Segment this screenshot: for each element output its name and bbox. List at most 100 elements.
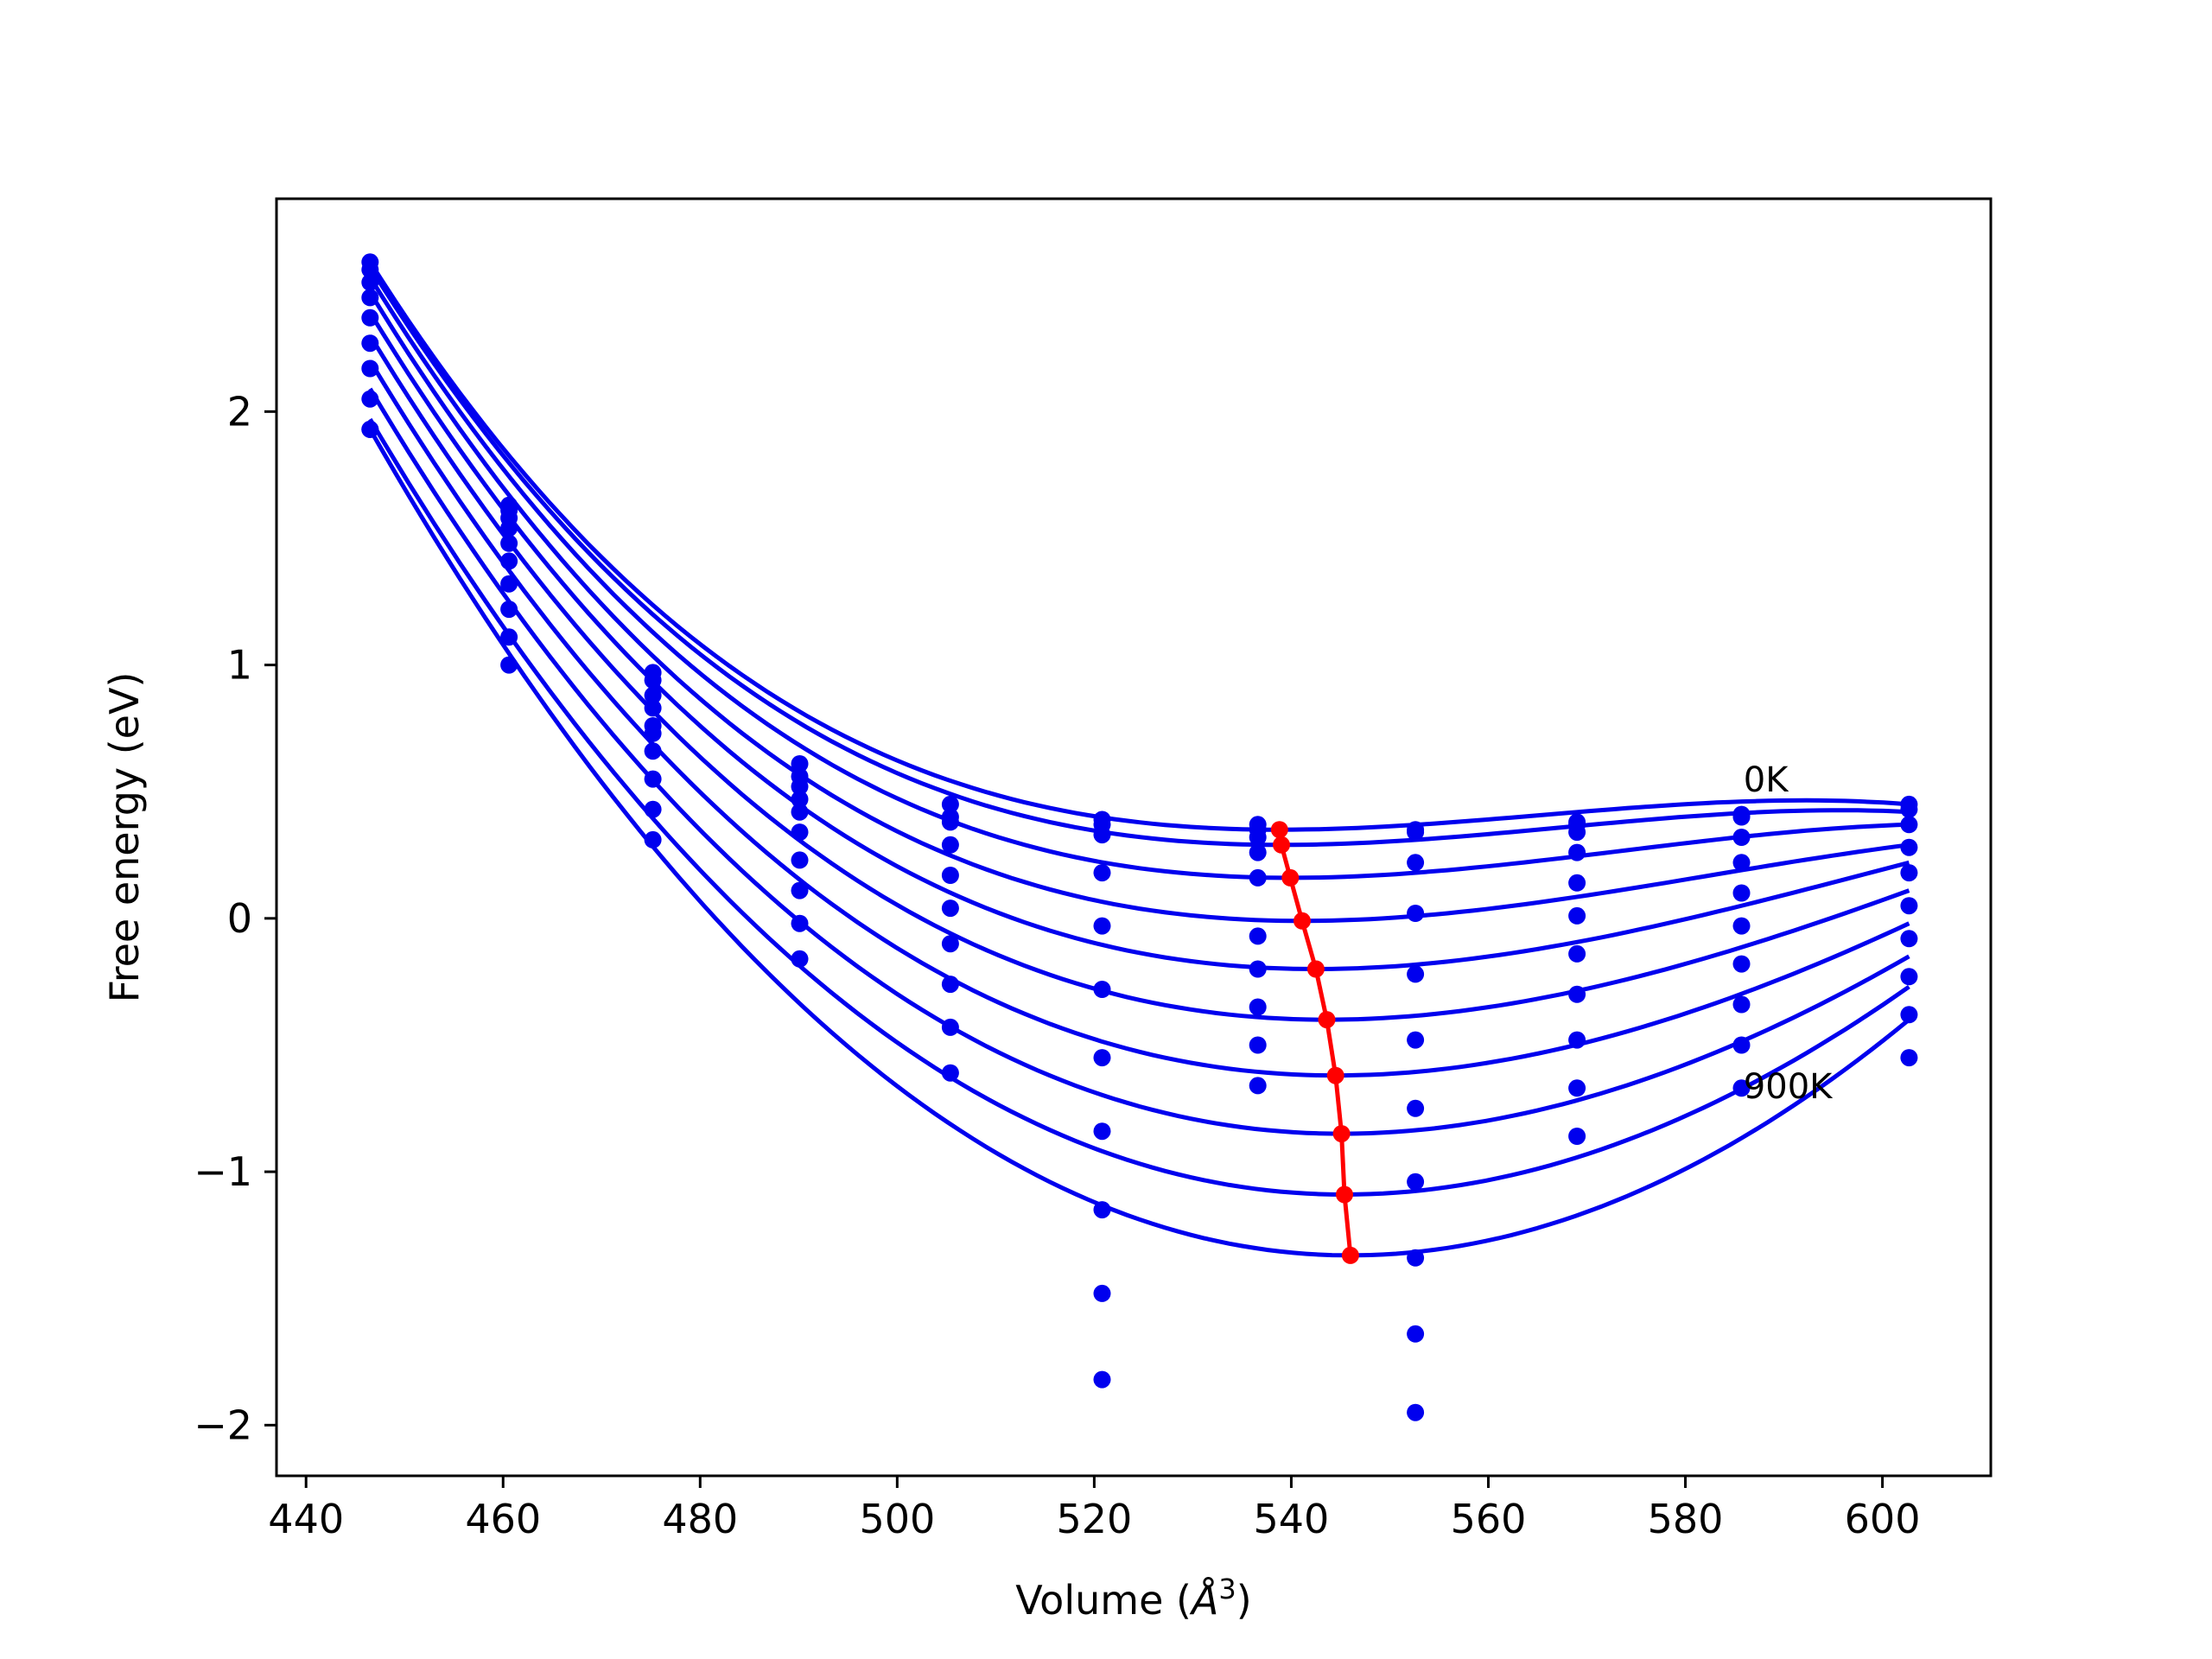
data-point xyxy=(1568,843,1586,861)
minimum-path-point xyxy=(1281,868,1300,887)
x-tick-label: 540 xyxy=(1254,1496,1330,1542)
data-point xyxy=(1732,1079,1751,1097)
data-point xyxy=(1093,1201,1111,1219)
data-point xyxy=(644,671,662,690)
data-point xyxy=(1093,1122,1111,1141)
data-point xyxy=(791,778,809,796)
data-point xyxy=(1249,960,1267,978)
data-point xyxy=(1093,864,1111,882)
minimum-path-point xyxy=(1273,836,1290,854)
x-axis-label: Volume (Å3) xyxy=(1015,1573,1251,1624)
data-point xyxy=(361,420,379,438)
data-point xyxy=(1093,826,1111,844)
data-point xyxy=(500,628,518,646)
data-point xyxy=(1093,981,1111,998)
data-point xyxy=(644,800,662,818)
data-point xyxy=(1093,1284,1111,1302)
data-point xyxy=(1732,884,1751,902)
minimum-path-point xyxy=(1270,821,1288,839)
data-point xyxy=(1568,1031,1586,1049)
y-tick-label: 0 xyxy=(227,895,252,942)
fit-curve-4 xyxy=(368,311,1910,972)
data-point xyxy=(791,823,809,842)
minimum-path-point xyxy=(1336,1185,1353,1204)
x-tick-label: 460 xyxy=(465,1496,541,1542)
data-point xyxy=(791,914,809,932)
temperature-annotation: 900K xyxy=(1744,1067,1834,1107)
data-point xyxy=(500,575,518,593)
data-point xyxy=(1568,1079,1586,1097)
data-point xyxy=(941,976,959,994)
data-point xyxy=(644,724,662,742)
minimum-path-point xyxy=(1294,912,1311,930)
data-point xyxy=(1900,897,1918,915)
fit-curve-9 xyxy=(368,428,1910,1258)
data-point xyxy=(1568,985,1586,1003)
minimum-path-point xyxy=(1332,1125,1351,1143)
data-point xyxy=(1249,868,1267,887)
fit-curve-0 xyxy=(368,260,1910,832)
data-point xyxy=(1407,905,1425,922)
data-point xyxy=(791,950,809,968)
data-point xyxy=(941,795,959,813)
data-point xyxy=(941,899,959,918)
data-point xyxy=(791,791,809,808)
x-tick-label: 560 xyxy=(1451,1496,1527,1542)
data-point xyxy=(644,686,662,704)
data-point xyxy=(500,534,518,552)
temperature-annotation: 0K xyxy=(1744,760,1789,800)
data-point xyxy=(941,836,959,854)
fit-curve-8 xyxy=(368,417,1910,1198)
x-tick-label: 480 xyxy=(662,1496,738,1542)
data-point xyxy=(1249,843,1267,861)
data-point xyxy=(644,770,662,788)
data-point xyxy=(500,552,518,570)
minimum-path-point xyxy=(1318,1011,1336,1029)
data-point xyxy=(1900,816,1918,834)
minimum-path-point xyxy=(1306,960,1325,978)
data-point xyxy=(1732,955,1751,973)
x-tick-label: 580 xyxy=(1648,1496,1724,1542)
minimum-path-line xyxy=(1277,829,1353,1256)
data-point xyxy=(361,289,379,307)
fit-curve-3 xyxy=(368,291,1910,924)
data-point xyxy=(1407,1031,1425,1049)
data-point xyxy=(1407,1325,1425,1343)
x-tick-label: 600 xyxy=(1845,1496,1921,1542)
data-point xyxy=(1732,1036,1751,1054)
data-point xyxy=(1732,854,1751,872)
data-point xyxy=(644,699,662,717)
data-point xyxy=(1900,930,1918,948)
data-point xyxy=(791,851,809,869)
data-point xyxy=(1732,808,1751,826)
y-tick-label: 1 xyxy=(227,642,252,689)
data-point xyxy=(1407,1099,1425,1117)
data-point xyxy=(500,656,518,674)
data-point xyxy=(791,881,809,899)
data-point xyxy=(1568,874,1586,892)
data-point xyxy=(1093,1049,1111,1067)
data-point xyxy=(500,519,518,537)
data-point xyxy=(361,308,379,327)
data-point xyxy=(361,390,379,408)
y-axis: −2 −1 0 1 2 xyxy=(194,388,276,1448)
data-point xyxy=(1407,854,1425,872)
data-point xyxy=(1568,906,1586,925)
data-point xyxy=(941,1064,959,1082)
data-point xyxy=(1900,800,1918,818)
data-point xyxy=(1568,1128,1586,1145)
fit-curve-5 xyxy=(368,334,1910,1022)
plot-frame xyxy=(275,197,1993,1478)
data-point xyxy=(1093,1370,1111,1389)
y-tick-label: 2 xyxy=(227,388,252,435)
data-point xyxy=(1249,1036,1267,1054)
minimum-path-point xyxy=(1326,1066,1344,1084)
minimum-path-point xyxy=(1341,1246,1359,1264)
data-point xyxy=(1407,965,1425,983)
data-point xyxy=(1249,998,1267,1016)
data-point xyxy=(791,755,809,772)
fit-curve-2 xyxy=(368,276,1910,880)
x-axis: 440 460 480 500 520 540 560 580 600 xyxy=(268,1476,1920,1542)
y-tick-label: −1 xyxy=(194,1148,252,1195)
